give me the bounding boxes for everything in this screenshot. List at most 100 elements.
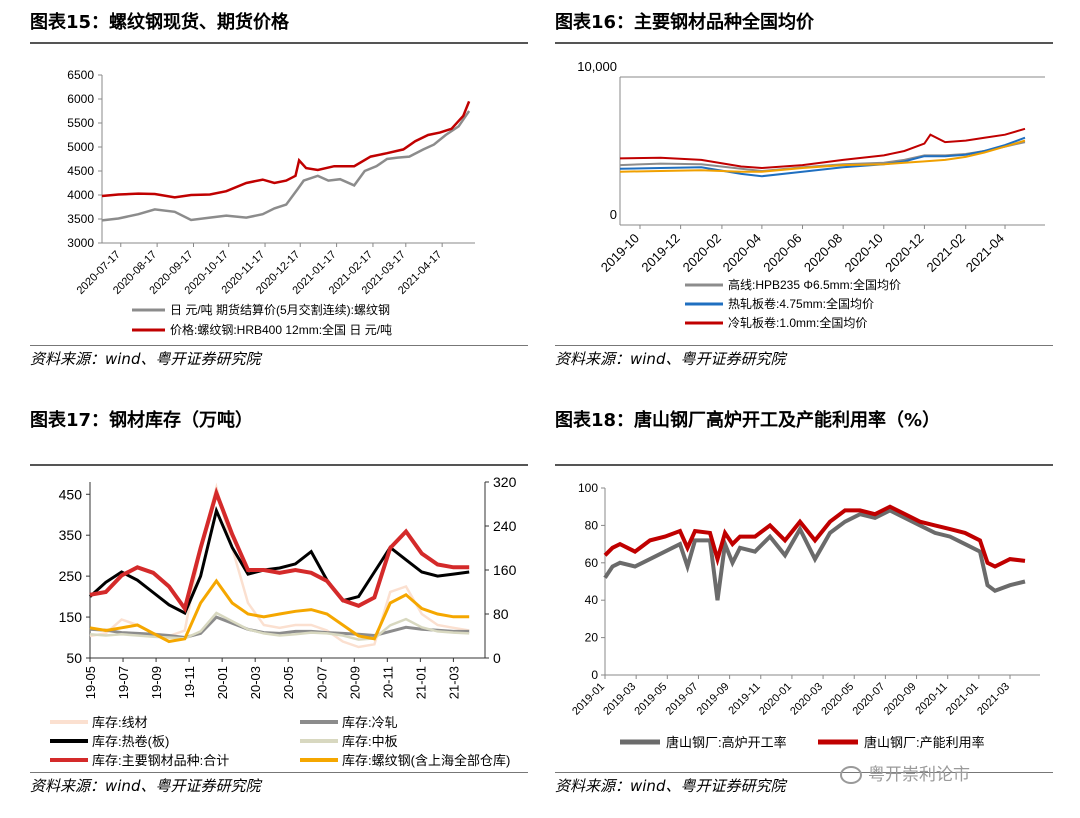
y-tick-label: 6000 [67,92,94,106]
series-line-2 [619,127,1026,170]
chart16-title: 图表16：主要钢材品种全国均价 [555,12,815,33]
x-tick-label: 20-03 [248,666,263,699]
y-tick-label: 6500 [67,68,94,82]
x-tick-label: 2020-09 [882,681,919,718]
chart18-plot: 100 80 60 40 20 02019-012019-032019-052019-07… [570,481,1040,750]
source-rule [30,772,528,773]
y-tick-label: 450 [59,486,83,502]
y-tick-label: 4500 [67,164,94,178]
x-tick-label: 20-11 [380,666,395,698]
series-line-0 [603,508,1026,601]
y-tick-label: 350 [59,527,83,543]
x-tick-label: 2020-07 [850,681,887,718]
title-rule [30,464,528,466]
series-line-0 [101,110,471,222]
series-line-3 [89,611,470,641]
source-note: 资料来源：wind、粤开证券研究院 [30,350,261,368]
legend-label: 库存:热卷(板) [92,734,169,749]
x-tick-label: 21-01 [413,666,428,699]
y-tick-label: 10,000 [577,59,617,74]
y-tick-label: 100 [578,481,598,495]
chart15-plot: 650060005500500045004000350030002020-07-… [67,68,475,337]
x-tick-label: 2020-02 [680,231,724,275]
legend-label: 冷轧板卷:1.0mm:全国均价 [728,315,867,330]
x-tick-label: 2019-01 [570,681,607,718]
x-tick-label: 20-09 [347,666,362,699]
legend-label: 唐山钢厂:产能利用率 [864,735,985,750]
y-tick-label: 60 [585,556,599,570]
y-tick-label: 50 [66,650,82,666]
x-tick-label: 2020-04 [720,231,764,275]
series-line-2 [88,505,470,616]
x-tick-label: 2020-05 [819,681,856,718]
legend-label: 库存:螺纹钢(含上海全部仓库) [342,753,510,768]
x-tick-label: 2021-01 [944,681,981,718]
x-tick-label: 2020-01 [757,681,794,718]
y-tick-label: 40 [585,593,599,607]
legend-label: 库存:线材 [92,715,148,730]
x-tick-label: 19-11 [182,666,197,698]
y-tick-label: 3000 [67,236,94,250]
x-tick-label: 2019-05 [632,681,669,718]
x-tick-label: 2019-09 [695,681,732,718]
wechat-icon [840,766,862,784]
legend-label: 热轧板卷:4.75mm:全国均价 [728,296,874,311]
x-tick-label: 2021-03 [975,681,1012,718]
legend-label: 库存:主要钢材品种:合计 [92,753,229,768]
y-tick-label: 20 [585,631,599,645]
legend-label: 唐山钢厂:高炉开工率 [666,735,787,750]
watermark-text: 粤开崇利论市 [868,765,970,785]
y-tick-label: 5500 [67,116,94,130]
chart18-title: 图表18：唐山钢厂高炉开工及产能利用率（%） [555,410,941,431]
x-tick-label: 20-01 [215,666,230,699]
source-rule [555,772,1053,773]
x-tick-label: 2019-03 [601,681,638,718]
title-rule [555,42,1053,44]
title-rule [555,464,1053,466]
x-tick-label: 2020-06 [760,231,804,275]
x-tick-label: 2019-07 [664,681,701,718]
y-tick-label: 80 [585,518,599,532]
chart15-title: 图表15：螺纹钢现货、期货价格 [30,12,290,33]
legend-label: 日 元/吨 期货结算价(5月交割连续):螺纹钢 [170,302,390,317]
x-tick-label: 2020-03 [788,681,825,718]
x-tick-label: 2019-10 [598,231,642,275]
chart17-title: 图表17：钢材库存（万吨） [30,410,254,431]
x-tick-label: 19-09 [149,666,164,699]
x-tick-label: 21-03 [446,666,461,699]
x-tick-label: 2019-11 [726,681,762,717]
series-line-1 [603,504,1026,569]
source-note: 资料来源：wind、粤开证券研究院 [555,777,786,795]
y-tick-label: 250 [59,568,83,584]
series-line-5 [89,578,470,644]
series-line-3 [619,139,1026,173]
x-tick-label: 19-05 [83,666,98,699]
x-tick-label: 2020-11 [913,681,949,717]
y2-tick-label: 160 [493,562,517,578]
x-tick-label: 2020-08 [801,231,845,275]
source-rule [555,345,1053,346]
series-line-4 [89,486,470,614]
source-rule [30,345,528,346]
source-note: 资料来源：wind、粤开证券研究院 [30,777,261,795]
chart16-plot: 10,00002019-102019-122020-022020-042020-… [577,59,1045,330]
x-tick-label: 19-07 [116,666,131,699]
x-tick-label: 2021-04 [963,231,1007,275]
y2-tick-label: 240 [493,518,517,534]
x-tick-label: 20-05 [281,666,296,699]
y2-tick-label: 80 [493,606,509,622]
legend-label: 价格:螺纹钢:HRB400 12mm:全国 日 元/吨 [170,322,392,337]
y-tick-label: 3500 [67,212,94,226]
watermark: 粤开崇利论市 [840,760,970,785]
legend-label: 库存:中板 [342,734,398,749]
x-tick-label: 2021-02 [923,231,967,275]
y-tick-label: 0 [591,668,598,682]
y-tick-label: 4000 [67,188,94,202]
y-tick-label: 5000 [67,140,94,154]
title-rule [30,42,528,44]
y2-tick-label: 320 [493,474,517,490]
y-tick-label: 150 [59,609,83,625]
chart17-plot: 450 350 250 150 50 320 240 160 80 0 19-05 19-07 19-0… [50,474,517,768]
y2-tick-label: 0 [493,650,501,666]
x-tick-label: 2019-12 [638,231,682,275]
